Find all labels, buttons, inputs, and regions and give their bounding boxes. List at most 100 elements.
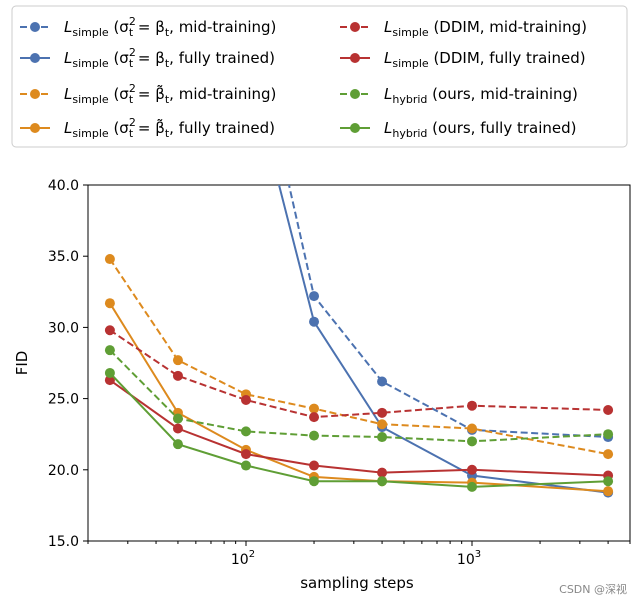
legend-label-beta-sub: t	[165, 93, 170, 106]
legend-label-tail: , mid-training)	[169, 85, 276, 103]
data-point	[309, 476, 320, 487]
y-tick-label: 25.0	[48, 392, 79, 408]
data-point	[377, 476, 388, 487]
legend-label-base: L	[384, 85, 392, 103]
data-point	[377, 407, 388, 418]
legend-label-sigma-sub: t	[129, 57, 134, 70]
legend-swatch-marker	[350, 123, 360, 133]
y-axis-label: FID	[13, 351, 31, 376]
x-tick-base: 10	[231, 552, 249, 568]
data-point	[104, 325, 115, 336]
legend-entry-1: Lsimple (σ2 t = βt, fully trained)	[20, 46, 275, 70]
legend-label-sigma-sup: 2	[129, 46, 136, 59]
y-tick-label: 20.0	[48, 463, 79, 479]
data-point	[377, 419, 388, 430]
data-point	[172, 423, 183, 434]
legend-label-eq: = β	[133, 18, 165, 36]
data-point	[467, 423, 478, 434]
legend-box	[11, 5, 628, 148]
data-point	[104, 254, 115, 265]
legend-label: Lsimple (σ2t = β̃t, mid-training)	[64, 82, 276, 106]
y-tick-label: 15.0	[48, 534, 79, 550]
legend-label-eq: = β	[133, 49, 165, 67]
x-tick-exponent: 2	[249, 549, 255, 560]
legend-label-sub: simple	[392, 26, 429, 39]
data-point	[467, 436, 478, 447]
data-point	[104, 345, 115, 356]
data-point	[603, 429, 614, 440]
data-point	[467, 400, 478, 411]
data-point	[104, 375, 115, 386]
legend: Lsimple (σ2 t = βt, mid-training)Lsimple …	[11, 5, 628, 148]
legend-label-beta-sub: t	[165, 127, 170, 140]
legend-label-sub: hybrid	[392, 127, 427, 140]
legend-swatch-marker	[350, 89, 360, 99]
legend-label-base: L	[64, 49, 72, 67]
legend-entry-5: Lsimple (DDIM, fully trained)	[340, 49, 586, 70]
legend-label-sub: hybrid	[392, 93, 427, 106]
legend-label-sub: simple	[72, 57, 109, 70]
legend-swatch-marker	[30, 89, 40, 99]
data-point	[309, 403, 320, 414]
legend-label: Lsimple (σ2 t = βt, mid-training)	[64, 15, 276, 39]
legend-label-base: L	[384, 18, 392, 36]
x-tick-base: 10	[457, 552, 475, 568]
data-point	[172, 355, 183, 366]
legend-label-sub: simple	[72, 93, 109, 106]
legend-label-base: L	[384, 119, 392, 137]
legend-swatch-marker	[350, 53, 360, 63]
legend-label-paren: (σ	[109, 85, 130, 103]
series-layer	[104, 185, 614, 498]
legend-label-tail: , fully trained)	[169, 49, 275, 67]
plot-frame	[87, 184, 631, 542]
x-tick-exponent: 3	[475, 549, 481, 560]
legend-entry-3: Lsimple (σ2t = β̃t, fully trained)	[20, 116, 275, 140]
legend-label-sub: simple	[392, 57, 429, 70]
legend-label-tail: , fully trained)	[169, 119, 275, 137]
data-point	[603, 476, 614, 487]
data-point	[603, 486, 614, 497]
series-7	[104, 367, 614, 492]
legend-label-sigma-sup: 2	[129, 116, 136, 129]
data-point	[377, 467, 388, 478]
legend-swatch-marker	[30, 123, 40, 133]
data-point	[309, 412, 320, 423]
data-point	[240, 426, 251, 437]
legend-swatch-marker	[30, 53, 40, 63]
data-point	[309, 316, 320, 327]
series-6	[104, 345, 614, 447]
data-point	[377, 376, 388, 387]
data-point	[172, 370, 183, 381]
legend-label: Lhybrid (ours, fully trained)	[384, 119, 577, 140]
data-point	[104, 298, 115, 309]
data-point	[172, 413, 183, 424]
legend-label-base: L	[64, 18, 72, 36]
legend-label-sigma-sub: t	[129, 127, 134, 140]
legend-label-tail: , mid-training)	[169, 18, 276, 36]
legend-label-tail: (ours, fully trained)	[427, 119, 576, 137]
data-point	[309, 430, 320, 441]
data-point	[240, 395, 251, 406]
legend-label: Lhybrid (ours, mid-training)	[384, 85, 578, 106]
data-point	[467, 464, 478, 475]
y-tick-label: 35.0	[48, 249, 79, 265]
legend-label-sigma-sup: 2	[129, 15, 136, 28]
legend-entry-6: Lhybrid (ours, mid-training)	[340, 85, 578, 106]
legend-label-eq: = β	[133, 84, 165, 103]
legend-label-base: L	[64, 85, 72, 103]
legend-label-tail: (DDIM, mid-training)	[429, 18, 587, 36]
data-point	[309, 460, 320, 471]
legend-label-eq: = β	[133, 118, 165, 137]
legend-label-beta-sub: t	[165, 26, 170, 39]
x-axis-label: sampling steps	[300, 574, 414, 592]
legend-label: Lsimple (DDIM, fully trained)	[384, 49, 586, 70]
data-point	[603, 449, 614, 460]
legend-label-sigma-sub: t	[129, 93, 134, 106]
legend-label-tail: (DDIM, fully trained)	[429, 49, 586, 67]
data-point	[104, 367, 115, 378]
legend-entry-0: Lsimple (σ2 t = βt, mid-training)	[20, 15, 276, 39]
data-point	[172, 439, 183, 450]
legend-label: Lsimple (σ2t = β̃t, fully trained)	[64, 116, 275, 140]
